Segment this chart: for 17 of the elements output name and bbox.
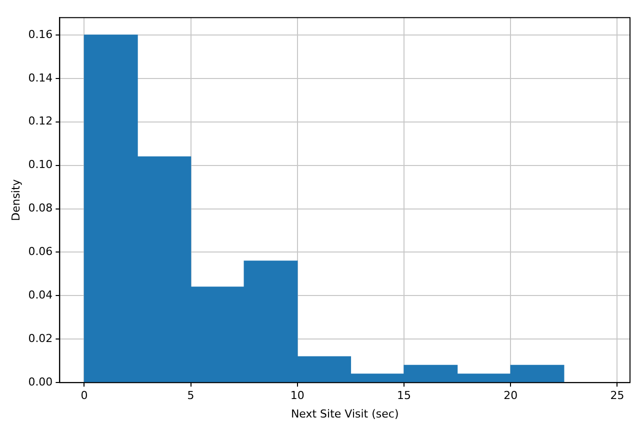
y-tick-label: 0.10 (28, 158, 53, 172)
x-tick-label: 0 (80, 389, 88, 402)
y-tick-label: 0.06 (28, 245, 53, 258)
x-axis-title: Next Site Visit (sec) (290, 407, 399, 420)
y-tick-label: 0.08 (28, 202, 53, 215)
y-tick-label: 0.12 (28, 114, 53, 128)
y-tick-label: 0.00 (28, 375, 53, 388)
x-tick-label: 5 (187, 389, 194, 402)
y-axis-title: Density (9, 178, 22, 222)
y-tick-label: 0.02 (28, 332, 53, 346)
x-tick-label: 10 (290, 389, 304, 402)
x-tick-label: 20 (504, 389, 518, 402)
y-tick-label: 0.14 (28, 71, 53, 84)
x-tick-label: 25 (610, 389, 624, 402)
y-tick-label: 0.16 (28, 28, 53, 41)
y-tick-label: 0.04 (28, 288, 53, 302)
x-tick-label: 15 (397, 389, 412, 402)
